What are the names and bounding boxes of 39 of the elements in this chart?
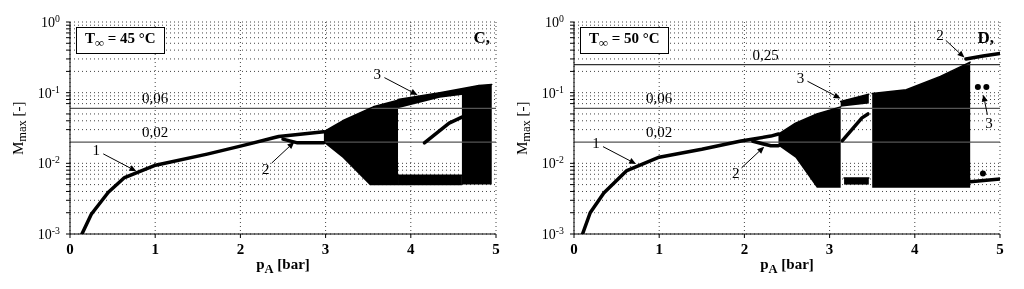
x-tick-label: 4 bbox=[407, 241, 416, 257]
x-tick-label: 3 bbox=[321, 241, 330, 257]
y-tick-label: 10$^{-1}$ bbox=[37, 83, 61, 101]
x-tick-label: 1 bbox=[655, 241, 663, 257]
y-tick-label: 10$^{-1}$ bbox=[541, 83, 565, 101]
x-tick-label: 5 bbox=[492, 241, 500, 257]
annotation: 2 bbox=[731, 165, 740, 182]
x-tick-label: 2 bbox=[740, 241, 749, 257]
y-tick-label: 10$^{0}$ bbox=[545, 12, 565, 30]
y-tick-label: 10$^{-2}$ bbox=[37, 153, 61, 172]
ref-line-label: 0,06 bbox=[142, 90, 169, 107]
ref-line-label: 0,02 bbox=[646, 124, 673, 141]
x-axis-title: p$_{A}$ [bar] bbox=[255, 256, 311, 277]
annotation: 1 bbox=[92, 142, 100, 159]
annotation: 2 bbox=[262, 160, 270, 177]
ref-line-label: 0,25 bbox=[752, 46, 779, 63]
annotation: 2 bbox=[936, 26, 944, 43]
ref-line-label: 0,06 bbox=[646, 90, 673, 107]
y-tick-label: 10$^{0}$ bbox=[41, 12, 61, 30]
annotation: T$_{∞}$ = 45 °C bbox=[76, 27, 165, 54]
x-axis-title: p$_{A}$ [bar] bbox=[759, 256, 815, 277]
y-tick-label: 10$^{-3}$ bbox=[541, 224, 565, 242]
x-tick-label: 5 bbox=[996, 241, 1004, 257]
annotation: C, bbox=[473, 28, 490, 48]
x-tick-label: 4 bbox=[911, 241, 920, 257]
annotation: 1 bbox=[592, 134, 600, 151]
annotation: D, bbox=[977, 28, 994, 48]
annotation: 3 bbox=[796, 69, 805, 86]
y-tick-label: 10$^{-3}$ bbox=[37, 224, 61, 242]
annotation: T$_{∞}$ = 50 °C bbox=[580, 27, 669, 54]
annotation: 3 bbox=[373, 65, 382, 82]
x-tick-label: 3 bbox=[825, 241, 834, 257]
y-tick-label: 10$^{-2}$ bbox=[541, 153, 565, 172]
annotation: 3 bbox=[985, 114, 993, 131]
x-tick-label: 2 bbox=[236, 241, 245, 257]
x-tick-label: 1 bbox=[151, 241, 159, 257]
ref-line-label: 0,02 bbox=[142, 124, 169, 141]
x-tick-label: 0 bbox=[66, 241, 74, 257]
x-tick-label: 0 bbox=[570, 241, 578, 257]
